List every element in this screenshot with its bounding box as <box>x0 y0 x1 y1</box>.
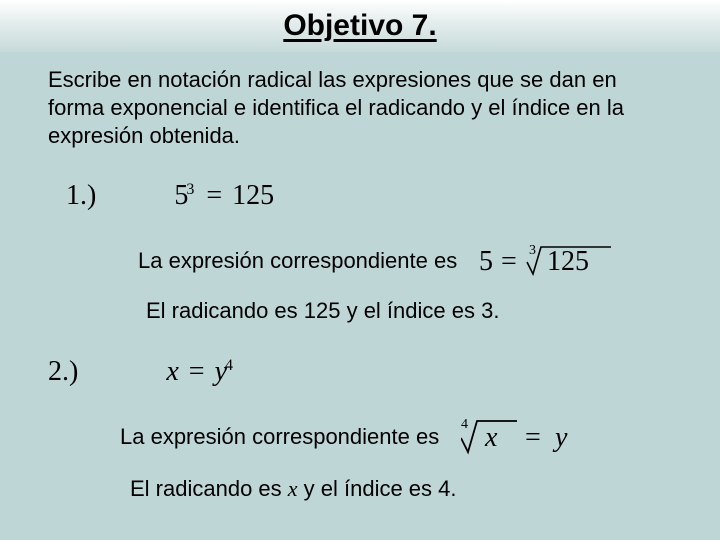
explanation-pre: El radicando es <box>130 476 288 501</box>
exponent: 3 <box>186 181 194 198</box>
problem-1: 1.) 53 = 125 <box>66 180 672 212</box>
exponent: 4 <box>225 357 233 374</box>
radical-svg-icon: 5 = 3 125 <box>479 240 619 282</box>
equals-sign: = <box>206 180 222 212</box>
explanation-2: El radicando es x y el índice es 4. <box>130 476 672 502</box>
exponential-expression: 53 = 125 <box>174 180 274 212</box>
svg-text:=: = <box>501 246 517 277</box>
svg-text:x: x <box>484 422 498 453</box>
content-area: Escribe en notación radical las expresio… <box>0 52 720 502</box>
corresponding-line-1: La expresión correspondiente es 5 = 3 12… <box>138 240 672 282</box>
explanation-post: y el índice es 4. <box>298 476 457 501</box>
explanation-1: El radicando es 125 y el índice es 3. <box>146 298 672 324</box>
instructions-text: Escribe en notación radical las expresio… <box>48 66 672 150</box>
svg-text:=: = <box>525 422 541 453</box>
lhs-var: x <box>166 356 178 388</box>
explanation-var: x <box>288 476 298 501</box>
corresponding-text: La expresión correspondiente es <box>138 248 457 274</box>
result: 125 <box>232 180 274 212</box>
problem-number: 2.) <box>48 356 84 388</box>
svg-text:3: 3 <box>529 243 536 258</box>
problem-2: 2.) x = y4 <box>48 356 672 388</box>
svg-text:y: y <box>552 422 568 453</box>
corresponding-text: La expresión correspondiente es <box>120 424 439 450</box>
svg-text:125: 125 <box>547 246 589 277</box>
radical-expression: 5 = 3 125 <box>479 240 619 282</box>
page-title: Objetivo 7. <box>283 9 436 43</box>
radical-expression: 4 x = y <box>461 414 591 460</box>
title-bar: Objetivo 7. <box>0 0 720 52</box>
problem-number: 1.) <box>66 180 102 212</box>
svg-text:4: 4 <box>461 417 468 432</box>
corresponding-line-2: La expresión correspondiente es 4 x = y <box>120 414 672 460</box>
svg-text:5: 5 <box>479 246 493 277</box>
exponential-expression: x = y4 <box>166 356 235 388</box>
radical-svg-icon: 4 x = y <box>461 414 591 460</box>
equals-sign: = <box>189 356 205 388</box>
